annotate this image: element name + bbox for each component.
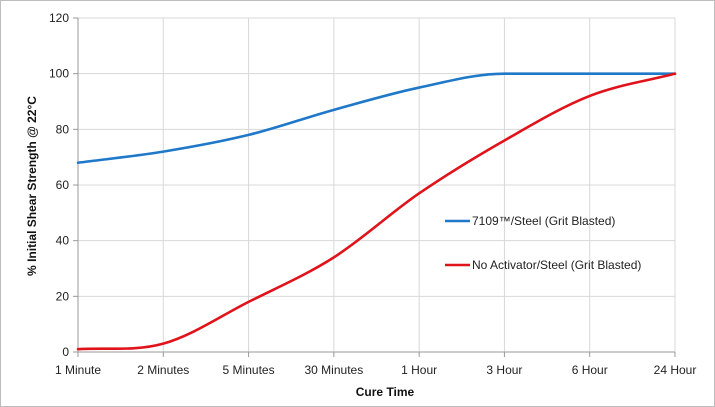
y-tick-label: 40 xyxy=(56,234,70,248)
series-line-2 xyxy=(76,72,677,351)
axes xyxy=(73,17,676,357)
x-axis-title: Cure Time xyxy=(356,385,415,399)
x-tick-label: 5 Minutes xyxy=(223,363,275,377)
series-line-1 xyxy=(76,72,677,165)
legend: 7109™/Steel (Grit Blasted) No Activator/S… xyxy=(445,214,641,272)
x-tick-label: 24 Hour xyxy=(654,363,697,377)
legend-label: 7109™/Steel (Grit Blasted) xyxy=(472,214,615,228)
x-tick-label: 1 Minute xyxy=(55,363,101,377)
x-tick-labels: 1 Minute 2 Minutes 5 Minutes 30 Minutes 1 Ho… xyxy=(55,363,696,377)
y-tick-label: 120 xyxy=(49,11,69,25)
x-tick-label: 6 Hour xyxy=(572,363,608,377)
x-tick-label: 30 Minutes xyxy=(305,363,364,377)
legend-label: No Activator/Steel (Grit Blasted) xyxy=(472,258,641,272)
y-tick-label: 20 xyxy=(56,289,70,303)
y-tick-label: 100 xyxy=(49,67,69,81)
y-axis-title: % Initial Shear Strength @ 22°C xyxy=(25,96,39,276)
y-tick-label: 80 xyxy=(56,122,70,136)
y-tick-label: 60 xyxy=(56,178,70,192)
x-tick-label: 3 Hour xyxy=(486,363,522,377)
x-tick-label: 1 Hour xyxy=(401,363,437,377)
series-lines xyxy=(76,72,677,351)
y-tick-label: 0 xyxy=(62,345,69,359)
y-tick-labels: 0 20 40 60 80 100 120 xyxy=(49,11,69,359)
x-tick-label: 2 Minutes xyxy=(137,363,189,377)
